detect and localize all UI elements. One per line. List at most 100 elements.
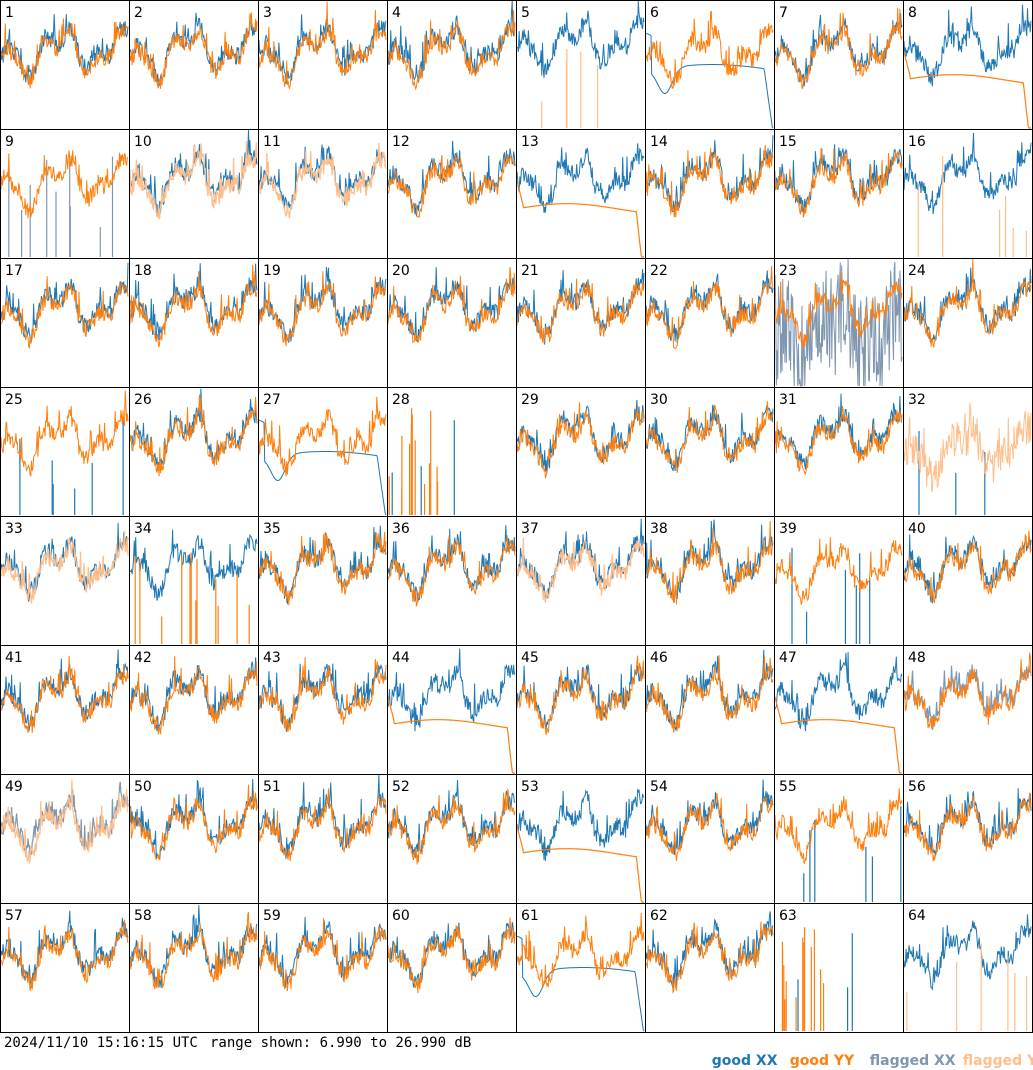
panel-36: 36 <box>387 516 517 646</box>
panel-label: 18 <box>134 263 152 279</box>
panel-11: 11 <box>258 129 388 259</box>
panel-46: 46 <box>645 645 775 775</box>
panel-20: 20 <box>387 258 517 388</box>
panel-28: 28 <box>387 387 517 517</box>
panel-40: 40 <box>903 516 1033 646</box>
panel-label: 29 <box>521 392 539 408</box>
panel-24: 24 <box>903 258 1033 388</box>
panel-53-plot <box>516 789 645 903</box>
panel-label: 19 <box>263 263 281 279</box>
good-xx-line <box>645 135 774 213</box>
good-yy-line <box>258 657 387 732</box>
panel-18-plot <box>129 263 258 348</box>
good-yy-line <box>258 271 387 346</box>
panel-30: 30 <box>645 387 775 517</box>
panel-label: 37 <box>521 521 539 537</box>
panel-label: 20 <box>392 263 410 279</box>
panel-label: 61 <box>521 908 539 924</box>
panel-60-plot <box>387 917 516 994</box>
panel-42: 42 <box>129 645 259 775</box>
good-yy-line <box>387 266 516 344</box>
panel-label: 64 <box>908 908 926 924</box>
panel-32-plot <box>903 402 1032 515</box>
panel-3-plot <box>258 1 387 90</box>
good-yy-line <box>129 656 258 735</box>
panel-label: 63 <box>779 908 797 924</box>
flagged-yy-line <box>0 779 129 865</box>
panel-4: 4 <box>387 0 517 130</box>
panel-48: 48 <box>903 645 1033 775</box>
panel-10-plot <box>129 129 258 220</box>
good-xx-line <box>516 936 645 1032</box>
panel-5-plot <box>516 0 645 128</box>
legend-good-yy-prefix: good <box>789 1053 830 1069</box>
good-yy-line <box>903 258 1032 348</box>
good-xx-line <box>129 12 258 88</box>
panel-label: 24 <box>908 263 926 279</box>
good-yy-line <box>258 1 387 90</box>
panel-1: 1 <box>0 0 130 130</box>
panel-label: 12 <box>392 134 410 150</box>
panel-56: 56 <box>903 774 1033 904</box>
panel-label: 5 <box>521 5 530 21</box>
panel-label: 32 <box>908 392 926 408</box>
panel-50-plot <box>129 778 258 861</box>
panel-7-plot <box>774 7 903 90</box>
panel-26-plot <box>129 388 258 477</box>
panel-34: 34 <box>129 516 259 646</box>
panel-58: 58 <box>129 903 259 1033</box>
good-xx-line <box>129 263 258 340</box>
good-yy-line <box>645 520 774 605</box>
panel-label: 50 <box>134 779 152 795</box>
good-xx-line <box>0 14 129 83</box>
panel-32: 32 <box>903 387 1033 517</box>
panel-56-plot <box>903 788 1032 862</box>
panel-5: 5 <box>516 0 646 130</box>
good-xx-line <box>129 657 258 731</box>
good-yy-line <box>516 278 645 344</box>
panel-61: 61 <box>516 903 646 1033</box>
panel-label: 62 <box>650 908 668 924</box>
panel-57-plot <box>0 910 129 991</box>
panel-46-plot <box>645 649 774 733</box>
good-xx-line <box>645 649 774 733</box>
good-xx-line <box>774 13 903 87</box>
good-yy-line <box>0 655 129 734</box>
panel-38: 38 <box>645 516 775 646</box>
good-yy-line <box>516 655 645 736</box>
panel-22: 22 <box>645 258 775 388</box>
panel-label: 30 <box>650 392 668 408</box>
panel-52: 52 <box>387 774 517 904</box>
good-yy-line <box>0 18 129 89</box>
panel-59-plot <box>258 916 387 992</box>
panel-26: 26 <box>129 387 259 517</box>
good-yy-line <box>774 272 903 348</box>
legend-flagged-yy-prefix: flagged <box>962 1053 1023 1069</box>
panel-55: 55 <box>774 774 904 904</box>
panel-16: 16 <box>903 129 1033 259</box>
good-xx-line <box>774 144 903 214</box>
panel-47: 47 <box>774 645 904 775</box>
panel-17: 17 <box>0 258 130 388</box>
panel-label: 55 <box>779 779 797 795</box>
panel-10: 10 <box>129 129 259 259</box>
panel-23: 23 <box>774 258 904 388</box>
good-yy-line <box>0 919 129 991</box>
panel-22-plot <box>645 265 774 350</box>
panel-44-plot <box>387 648 516 774</box>
panel-13-plot <box>516 143 645 258</box>
good-xx-line <box>516 269 645 345</box>
good-xx-line <box>903 132 1032 215</box>
panel-label: 41 <box>5 650 23 666</box>
good-xx-line <box>387 648 516 732</box>
good-yy-line <box>774 147 903 218</box>
panel-label: 54 <box>650 779 668 795</box>
panel-44: 44 <box>387 645 517 775</box>
good-yy-line <box>516 825 644 903</box>
good-yy-line <box>129 784 258 861</box>
panel-label: 35 <box>263 521 281 537</box>
good-yy-line <box>774 696 902 774</box>
good-yy-line <box>516 912 645 988</box>
panel-49-plot <box>0 779 129 865</box>
panel-12: 12 <box>387 129 517 259</box>
